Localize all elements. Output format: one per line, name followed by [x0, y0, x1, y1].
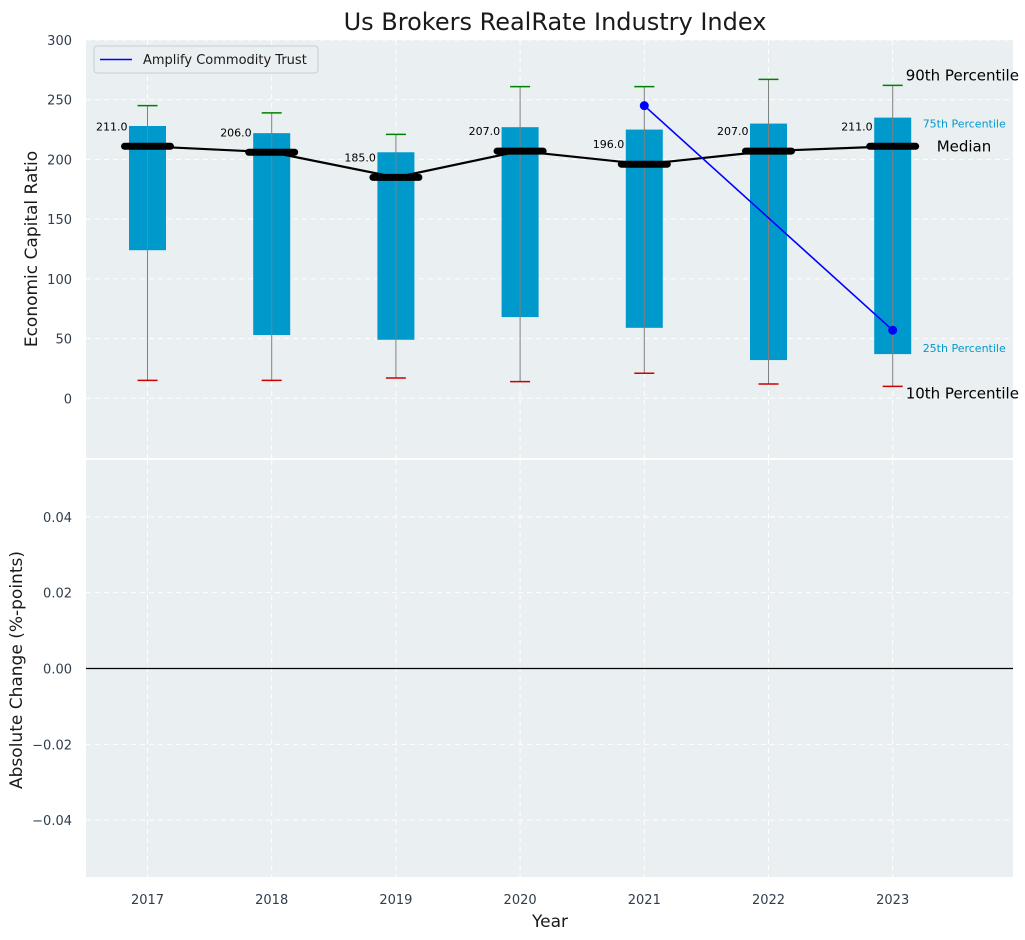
median-value-labels: 211.0 206.0 185.0 207.0 196.0 207.0 211.0 [96, 120, 873, 164]
company-line [643, 105, 894, 331]
x-tick-2023: 2023 [876, 893, 909, 908]
median-value-label-2021: 196.0 [593, 138, 625, 151]
median-line-group [121, 142, 920, 181]
y-tick-bottom: −0.04 [32, 814, 72, 829]
legend-label-company: Amplify Commodity Trust [143, 53, 307, 68]
y-tick-top-250: 250 [47, 94, 72, 109]
percentile-annotations: 90th Percentile 75th Percentile Median 25th… [906, 66, 1019, 402]
x-ticks: 2017 2018 2019 2020 2021 2022 2023 [131, 893, 909, 908]
median-value-label-2018: 206.0 [220, 126, 252, 139]
legend: Amplify Commodity Trust [93, 45, 319, 74]
annotation-p90: 90th Percentile [906, 66, 1019, 84]
y-tick-top-100: 100 [47, 273, 72, 288]
y-tick-top-200: 200 [47, 153, 72, 168]
x-tick-2017: 2017 [131, 893, 164, 908]
chart-title: Us Brokers RealRate Industry Index [344, 8, 767, 36]
annotation-median: Median [937, 137, 992, 155]
y-tick-bottom: 0.04 [43, 511, 72, 526]
y-tick-bottom: −0.02 [32, 738, 72, 753]
x-tick-2021: 2021 [628, 893, 661, 908]
y-tick-top-50: 50 [55, 333, 72, 348]
x-tick-2022: 2022 [752, 893, 785, 908]
x-tick-2020: 2020 [504, 893, 537, 908]
legend-box [93, 45, 319, 74]
bottom-y-ticks: −0.04 −0.02 0.00 0.02 0.04 [32, 511, 72, 829]
top-plot-area [86, 40, 1013, 458]
x-tick-2019: 2019 [379, 893, 412, 908]
median-value-label-2019: 185.0 [344, 151, 376, 164]
median-value-label-2023: 211.0 [841, 120, 873, 133]
top-y-ticks: 0 50 100 150 200 250 300 [47, 34, 72, 407]
y-axis-label-bottom: Absolute Change (%-points) [7, 551, 27, 789]
y-axis-label-top: Economic Capital Ratio [22, 151, 42, 347]
y-tick-top-0: 0 [64, 392, 72, 407]
annotation-p25: 25th Percentile [923, 342, 1006, 355]
annotation-p10: 10th Percentile [906, 384, 1019, 402]
median-value-label-2020: 207.0 [469, 125, 501, 138]
median-value-label-2022: 207.0 [717, 125, 749, 138]
company-point-2021 [639, 101, 649, 111]
company-series-group [639, 101, 898, 335]
annotation-p75: 75th Percentile [923, 118, 1006, 131]
y-tick-top-300: 300 [47, 34, 72, 49]
median-value-label-2017: 211.0 [96, 120, 128, 133]
company-point-2023 [888, 325, 898, 335]
x-axis-label: Year [531, 912, 568, 932]
x-tick-2018: 2018 [255, 893, 288, 908]
y-tick-bottom: 0.00 [43, 663, 72, 678]
y-tick-top-150: 150 [47, 213, 72, 228]
y-tick-bottom: 0.02 [43, 587, 72, 602]
